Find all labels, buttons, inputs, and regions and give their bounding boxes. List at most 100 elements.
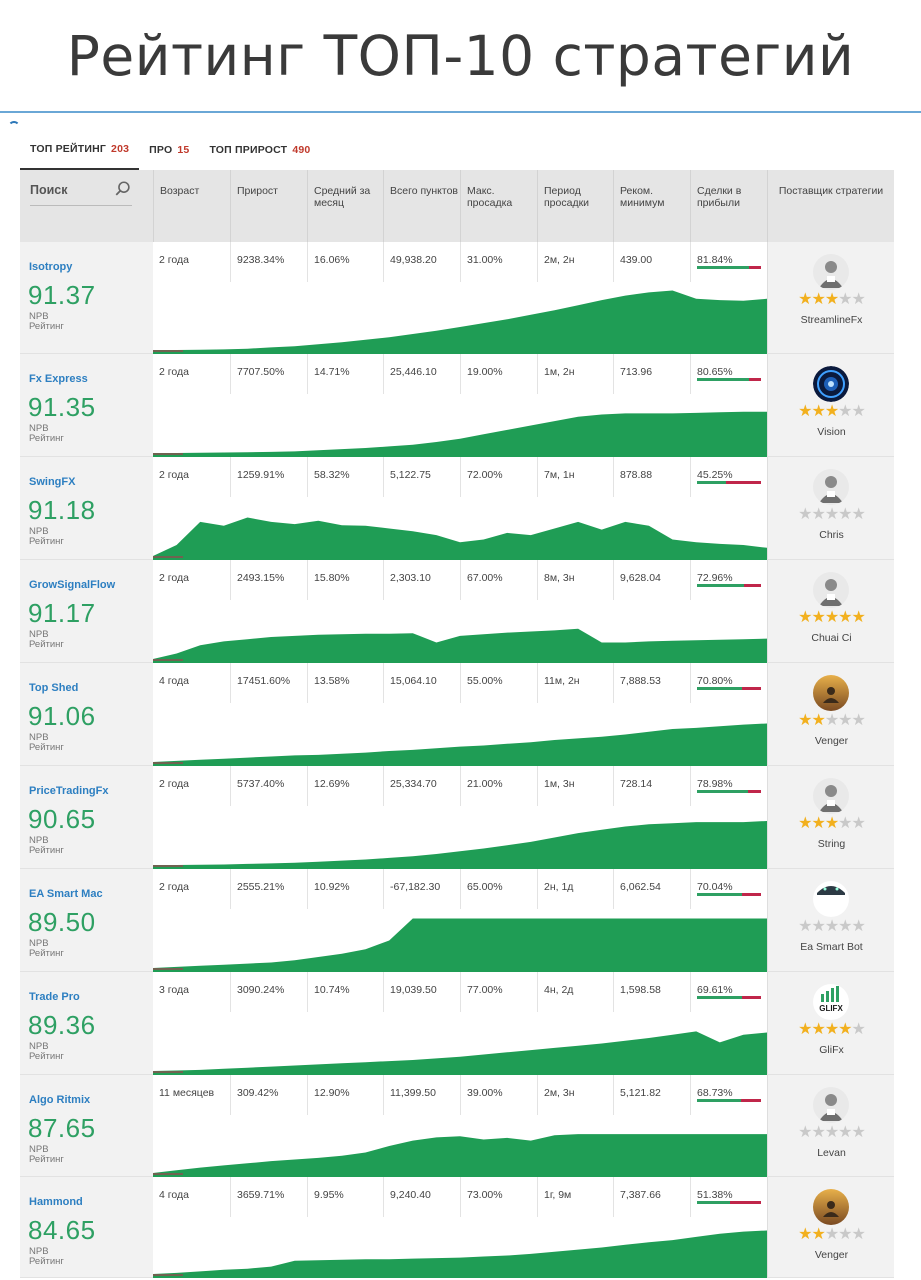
header-points[interactable]: Всего пунктов bbox=[383, 170, 460, 242]
table-row[interactable]: EA Smart Mac 89.50 NPB Рейтинг 2 года 2555.21… bbox=[20, 869, 894, 972]
provider-card[interactable]: GLIFX ★★★★★ GliFx bbox=[767, 972, 894, 1074]
user-avatar-icon[interactable] bbox=[813, 254, 849, 290]
provider-name[interactable]: Venger bbox=[814, 1249, 849, 1261]
dd-period-value-cell: 8м, 3н bbox=[537, 560, 613, 600]
user-avatar-icon[interactable] bbox=[813, 469, 849, 505]
provider-name[interactable]: Venger bbox=[814, 735, 849, 747]
tab-top-rating[interactable]: ТОП РЕЙТИНГ 203 bbox=[20, 130, 140, 170]
header-monthly[interactable]: Средний за месяц bbox=[307, 170, 383, 242]
drawdown-value-cell: 77.00% bbox=[460, 972, 537, 1012]
star-icon: ★ bbox=[798, 1124, 812, 1141]
provider-card[interactable]: ★★★★★ Chuai Ci bbox=[767, 560, 894, 662]
equity-chart[interactable] bbox=[153, 497, 767, 560]
provider-name[interactable]: Chris bbox=[819, 529, 844, 541]
provider-name[interactable]: Vision bbox=[817, 426, 846, 438]
table-row[interactable]: Algo Ritmix 87.65 NPB Рейтинг 11 месяцев 309.… bbox=[20, 1075, 894, 1177]
strategy-name-link[interactable]: SwingFX bbox=[29, 476, 76, 488]
bot-avatar-icon[interactable] bbox=[813, 881, 849, 917]
search-input[interactable]: Поиск bbox=[30, 178, 132, 206]
table-row[interactable]: SwingFX 91.18 NPB Рейтинг 2 года 1259.91% 58.3… bbox=[20, 457, 894, 560]
equity-chart[interactable] bbox=[153, 1012, 767, 1075]
user-avatar-icon[interactable] bbox=[813, 1087, 849, 1123]
header-min-deposit[interactable]: Реком. минимум bbox=[613, 170, 690, 242]
equity-area bbox=[153, 918, 767, 972]
provider-card[interactable]: ★★★★★ String bbox=[767, 766, 894, 868]
tab-pro[interactable]: ПРО 15 bbox=[139, 130, 199, 170]
glifx-logo-icon[interactable]: GLIFX bbox=[813, 984, 849, 1020]
strategy-summary: Top Shed 91.06 NPB Рейтинг bbox=[20, 663, 153, 765]
equity-chart[interactable] bbox=[153, 806, 767, 869]
profitable-value: 45.25% bbox=[697, 469, 733, 481]
equity-area bbox=[153, 1031, 767, 1075]
table-row[interactable]: Top Shed 91.06 NPB Рейтинг 4 года 17451.60% 13… bbox=[20, 663, 894, 766]
age-value-cell: 4 года bbox=[153, 1177, 230, 1217]
provider-card[interactable]: ★★★★★ Ea Smart Bot bbox=[767, 869, 894, 971]
user-avatar-icon[interactable] bbox=[813, 572, 849, 608]
table-row[interactable]: Fx Express 91.35 NPB Рейтинг 2 года 7707.50% 1… bbox=[20, 354, 894, 457]
strategy-name-link[interactable]: EA Smart Mac bbox=[29, 888, 103, 900]
drawdown-value: 31.00% bbox=[467, 254, 503, 266]
venger-avatar-icon[interactable] bbox=[813, 1189, 849, 1225]
equity-chart[interactable] bbox=[153, 600, 767, 663]
equity-chart[interactable] bbox=[153, 1217, 767, 1278]
provider-card[interactable]: ★★★★★ Vision bbox=[767, 354, 894, 456]
header-drawdown[interactable]: Макс. просадка bbox=[460, 170, 537, 242]
monthly-value: 13.58% bbox=[314, 675, 350, 687]
provider-name[interactable]: Ea Smart Bot bbox=[800, 941, 863, 953]
header-profitable[interactable]: Сделки в прибыли bbox=[690, 170, 767, 242]
growth-value: 2493.15% bbox=[237, 572, 285, 584]
equity-chart[interactable] bbox=[153, 703, 767, 766]
strategy-name-link[interactable]: Hammond bbox=[29, 1196, 83, 1208]
strategy-name-link[interactable]: Trade Pro bbox=[29, 991, 80, 1003]
vision-avatar-icon[interactable] bbox=[813, 366, 849, 402]
table-row[interactable]: Isotropy 91.37 NPB Рейтинг 2 года 9238.34% 16.… bbox=[20, 242, 894, 354]
rating-label: Рейтинг bbox=[29, 1256, 64, 1267]
strategy-name-link[interactable]: Fx Express bbox=[29, 373, 88, 385]
strategy-name-link[interactable]: Top Shed bbox=[29, 682, 79, 694]
header-age[interactable]: Возраст bbox=[153, 170, 230, 242]
monthly-value-cell: 10.74% bbox=[307, 972, 383, 1012]
strategy-name-link[interactable]: Isotropy bbox=[29, 261, 73, 273]
strategy-stats: 4 года 17451.60% 13.58% 15,064.10 55.00% 11м,… bbox=[153, 663, 767, 766]
tab-top-growth[interactable]: ТОП ПРИРОСТ 490 bbox=[199, 130, 320, 170]
venger-avatar-icon[interactable] bbox=[813, 675, 849, 711]
provider-name[interactable]: Levan bbox=[817, 1147, 846, 1159]
table-row[interactable]: GrowSignalFlow 91.17 NPB Рейтинг 2 года 2493.… bbox=[20, 560, 894, 663]
provider-name[interactable]: String bbox=[817, 838, 846, 850]
points-value: 2,303.10 bbox=[390, 572, 431, 584]
min-deposit-value-cell: 439.00 bbox=[613, 242, 690, 282]
user-avatar-icon[interactable] bbox=[813, 778, 849, 814]
strategy-name-link[interactable]: Algo Ritmix bbox=[29, 1094, 91, 1106]
rating-score: 89.36 bbox=[28, 1010, 96, 1040]
star-icon: ★ bbox=[824, 1124, 839, 1141]
rating-score: 91.18 bbox=[28, 495, 96, 525]
strategy-name-link[interactable]: GrowSignalFlow bbox=[29, 579, 116, 591]
header-dd-period[interactable]: Период просадки bbox=[537, 170, 613, 242]
provider-card[interactable]: ★★★★★ Venger bbox=[767, 663, 894, 765]
provider-name[interactable]: Chuai Ci bbox=[811, 632, 852, 644]
profitable-value-cell: 45.25% bbox=[690, 457, 767, 497]
table-row[interactable]: PriceTradingFx 90.65 NPB Рейтинг 2 года 5737.… bbox=[20, 766, 894, 869]
equity-chart[interactable] bbox=[153, 909, 767, 972]
provider-card[interactable]: ★★★★★ Chris bbox=[767, 457, 894, 559]
provider-card[interactable]: ★★★★★ Venger bbox=[767, 1177, 894, 1277]
strategy-summary: EA Smart Mac 89.50 NPB Рейтинг bbox=[20, 869, 153, 971]
table-row[interactable]: Hammond 84.65 NPB Рейтинг 4 года 3659.71% 9.95… bbox=[20, 1177, 894, 1278]
strategy-name-link[interactable]: PriceTradingFx bbox=[29, 785, 109, 797]
provider-card[interactable]: ★★★★★ StreamlineFx bbox=[767, 242, 894, 353]
profitable-value: 51.38% bbox=[697, 1189, 733, 1201]
search-icon[interactable] bbox=[114, 180, 132, 198]
provider-name[interactable]: GliFx bbox=[819, 1044, 844, 1056]
header-growth[interactable]: Прирост bbox=[230, 170, 307, 242]
profitable-value: 78.98% bbox=[697, 778, 733, 790]
star-icon: ★ bbox=[811, 918, 825, 935]
equity-chart[interactable] bbox=[153, 282, 767, 354]
growth-value-cell: 2493.15% bbox=[230, 560, 307, 600]
profitable-trades-bar bbox=[697, 1201, 761, 1204]
equity-chart[interactable] bbox=[153, 1115, 767, 1177]
provider-card[interactable]: ★★★★★ Levan bbox=[767, 1075, 894, 1176]
table-row[interactable]: Trade Pro 89.36 NPB Рейтинг 3 года 3090.24% 10… bbox=[20, 972, 894, 1075]
equity-chart[interactable] bbox=[153, 394, 767, 457]
star-icon: ★ bbox=[851, 815, 866, 832]
provider-name[interactable]: StreamlineFx bbox=[800, 314, 863, 326]
